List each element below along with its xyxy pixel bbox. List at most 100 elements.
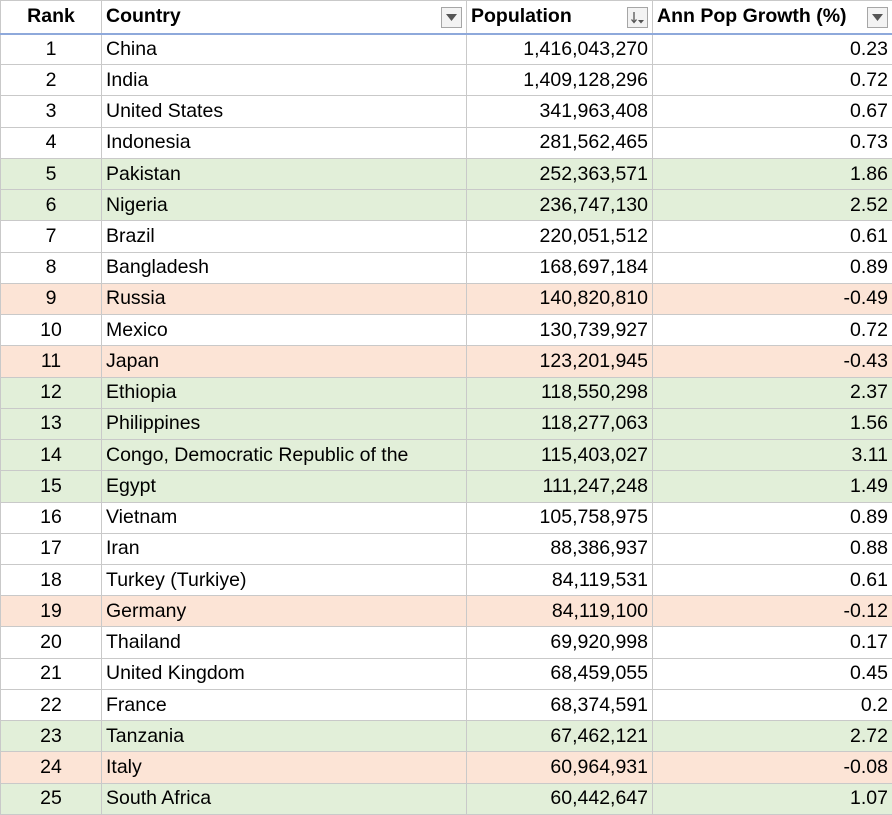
growth-cell[interactable]: 0.73 bbox=[653, 127, 892, 158]
rank-cell[interactable]: 6 bbox=[1, 190, 102, 221]
growth-cell[interactable]: 1.86 bbox=[653, 158, 892, 189]
population-cell[interactable]: 69,920,998 bbox=[467, 627, 653, 658]
population-cell[interactable]: 60,964,931 bbox=[467, 752, 653, 783]
country-cell[interactable]: Congo, Democratic Republic of the bbox=[102, 440, 467, 471]
rank-cell[interactable]: 23 bbox=[1, 721, 102, 752]
growth-cell[interactable]: -0.43 bbox=[653, 346, 892, 377]
rank-cell[interactable]: 14 bbox=[1, 440, 102, 471]
population-cell[interactable]: 168,697,184 bbox=[467, 252, 653, 283]
growth-cell[interactable]: 0.45 bbox=[653, 658, 892, 689]
country-cell[interactable]: Indonesia bbox=[102, 127, 467, 158]
growth-cell[interactable]: 2.37 bbox=[653, 377, 892, 408]
population-sort-filter-button[interactable] bbox=[627, 7, 648, 28]
growth-cell[interactable]: 0.61 bbox=[653, 221, 892, 252]
rank-cell[interactable]: 11 bbox=[1, 346, 102, 377]
rank-cell[interactable]: 24 bbox=[1, 752, 102, 783]
population-cell[interactable]: 130,739,927 bbox=[467, 315, 653, 346]
rank-cell[interactable]: 7 bbox=[1, 221, 102, 252]
country-cell[interactable]: India bbox=[102, 65, 467, 96]
rank-cell[interactable]: 5 bbox=[1, 158, 102, 189]
growth-cell[interactable]: 2.52 bbox=[653, 190, 892, 221]
population-cell[interactable]: 123,201,945 bbox=[467, 346, 653, 377]
country-cell[interactable]: Nigeria bbox=[102, 190, 467, 221]
rank-cell[interactable]: 19 bbox=[1, 596, 102, 627]
population-cell[interactable]: 60,442,647 bbox=[467, 783, 653, 814]
rank-cell[interactable]: 21 bbox=[1, 658, 102, 689]
rank-cell[interactable]: 2 bbox=[1, 65, 102, 96]
header-rank[interactable]: Rank bbox=[1, 1, 102, 34]
growth-cell[interactable]: 3.11 bbox=[653, 440, 892, 471]
rank-cell[interactable]: 4 bbox=[1, 127, 102, 158]
population-cell[interactable]: 68,459,055 bbox=[467, 658, 653, 689]
rank-cell[interactable]: 25 bbox=[1, 783, 102, 814]
population-cell[interactable]: 140,820,810 bbox=[467, 283, 653, 314]
population-cell[interactable]: 252,363,571 bbox=[467, 158, 653, 189]
country-filter-button[interactable] bbox=[441, 7, 462, 28]
country-cell[interactable]: China bbox=[102, 34, 467, 65]
country-cell[interactable]: Vietnam bbox=[102, 502, 467, 533]
population-cell[interactable]: 115,403,027 bbox=[467, 440, 653, 471]
rank-cell[interactable]: 22 bbox=[1, 689, 102, 720]
population-cell[interactable]: 118,277,063 bbox=[467, 408, 653, 439]
country-cell[interactable]: United States bbox=[102, 96, 467, 127]
population-cell[interactable]: 118,550,298 bbox=[467, 377, 653, 408]
rank-cell[interactable]: 10 bbox=[1, 315, 102, 346]
country-cell[interactable]: Tanzania bbox=[102, 721, 467, 752]
rank-cell[interactable]: 8 bbox=[1, 252, 102, 283]
growth-cell[interactable]: -0.08 bbox=[653, 752, 892, 783]
country-cell[interactable]: Brazil bbox=[102, 221, 467, 252]
population-cell[interactable]: 67,462,121 bbox=[467, 721, 653, 752]
country-cell[interactable]: Ethiopia bbox=[102, 377, 467, 408]
growth-cell[interactable]: 1.07 bbox=[653, 783, 892, 814]
country-cell[interactable]: Egypt bbox=[102, 471, 467, 502]
country-cell[interactable]: France bbox=[102, 689, 467, 720]
population-cell[interactable]: 105,758,975 bbox=[467, 502, 653, 533]
country-cell[interactable]: Turkey (Turkiye) bbox=[102, 564, 467, 595]
growth-cell[interactable]: 1.49 bbox=[653, 471, 892, 502]
country-cell[interactable]: Mexico bbox=[102, 315, 467, 346]
rank-cell[interactable]: 20 bbox=[1, 627, 102, 658]
population-cell[interactable]: 341,963,408 bbox=[467, 96, 653, 127]
country-cell[interactable]: Japan bbox=[102, 346, 467, 377]
country-cell[interactable]: United Kingdom bbox=[102, 658, 467, 689]
growth-filter-button[interactable] bbox=[867, 7, 888, 28]
rank-cell[interactable]: 13 bbox=[1, 408, 102, 439]
header-population[interactable]: Population bbox=[467, 1, 653, 34]
growth-cell[interactable]: 2.72 bbox=[653, 721, 892, 752]
country-cell[interactable]: Germany bbox=[102, 596, 467, 627]
growth-cell[interactable]: 0.72 bbox=[653, 315, 892, 346]
growth-cell[interactable]: -0.49 bbox=[653, 283, 892, 314]
country-cell[interactable]: Bangladesh bbox=[102, 252, 467, 283]
population-cell[interactable]: 1,416,043,270 bbox=[467, 34, 653, 65]
population-cell[interactable]: 281,562,465 bbox=[467, 127, 653, 158]
country-cell[interactable]: Thailand bbox=[102, 627, 467, 658]
rank-cell[interactable]: 12 bbox=[1, 377, 102, 408]
growth-cell[interactable]: 0.89 bbox=[653, 502, 892, 533]
rank-cell[interactable]: 1 bbox=[1, 34, 102, 65]
growth-cell[interactable]: 1.56 bbox=[653, 408, 892, 439]
growth-cell[interactable]: 0.67 bbox=[653, 96, 892, 127]
growth-cell[interactable]: -0.12 bbox=[653, 596, 892, 627]
rank-cell[interactable]: 17 bbox=[1, 533, 102, 564]
rank-cell[interactable]: 9 bbox=[1, 283, 102, 314]
growth-cell[interactable]: 0.88 bbox=[653, 533, 892, 564]
growth-cell[interactable]: 0.89 bbox=[653, 252, 892, 283]
header-growth[interactable]: Ann Pop Growth (%) bbox=[653, 1, 892, 34]
population-cell[interactable]: 111,247,248 bbox=[467, 471, 653, 502]
population-cell[interactable]: 220,051,512 bbox=[467, 221, 653, 252]
population-cell[interactable]: 84,119,100 bbox=[467, 596, 653, 627]
population-cell[interactable]: 1,409,128,296 bbox=[467, 65, 653, 96]
country-cell[interactable]: Pakistan bbox=[102, 158, 467, 189]
growth-cell[interactable]: 0.61 bbox=[653, 564, 892, 595]
growth-cell[interactable]: 0.23 bbox=[653, 34, 892, 65]
population-cell[interactable]: 84,119,531 bbox=[467, 564, 653, 595]
population-cell[interactable]: 68,374,591 bbox=[467, 689, 653, 720]
country-cell[interactable]: Russia bbox=[102, 283, 467, 314]
country-cell[interactable]: Iran bbox=[102, 533, 467, 564]
country-cell[interactable]: Italy bbox=[102, 752, 467, 783]
rank-cell[interactable]: 16 bbox=[1, 502, 102, 533]
rank-cell[interactable]: 3 bbox=[1, 96, 102, 127]
population-cell[interactable]: 88,386,937 bbox=[467, 533, 653, 564]
growth-cell[interactable]: 0.2 bbox=[653, 689, 892, 720]
header-country[interactable]: Country bbox=[102, 1, 467, 34]
